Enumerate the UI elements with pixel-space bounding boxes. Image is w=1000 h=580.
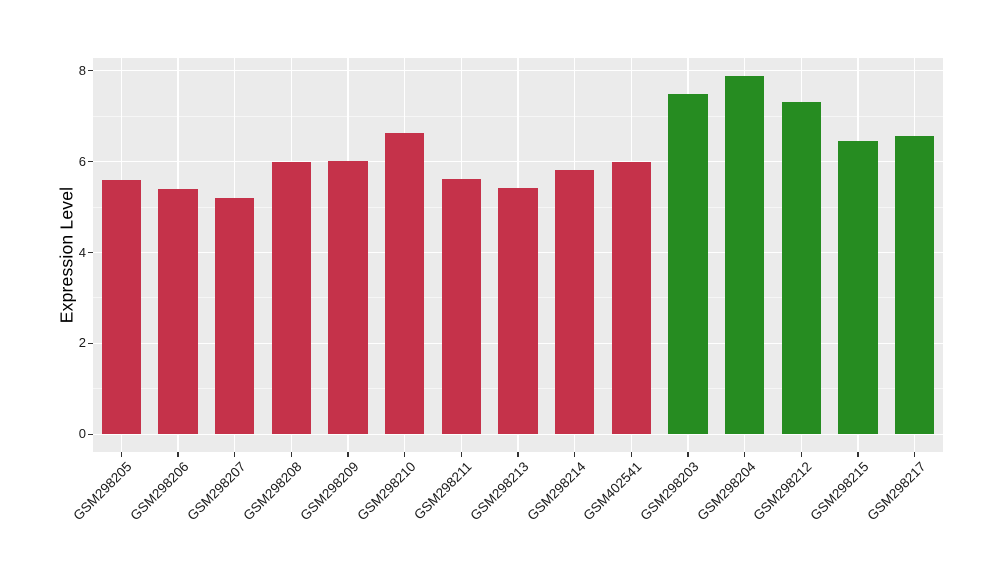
bar-GSM298203 xyxy=(668,93,708,435)
x-tick-mark-GSM298208 xyxy=(290,452,293,457)
bar-GSM298215 xyxy=(838,141,878,435)
x-tick-mark-GSM298203 xyxy=(687,452,689,457)
y-tick-label-8: 8 xyxy=(78,62,86,78)
x-tick-mark-GSM298205 xyxy=(120,452,123,457)
y-tick-label-2: 2 xyxy=(78,335,86,351)
x-tick-mark-GSM298214 xyxy=(573,452,576,457)
x-tick-mark-GSM298217 xyxy=(913,452,916,457)
bar-GSM298206 xyxy=(158,188,198,435)
bar-GSM298211 xyxy=(441,179,482,435)
x-tick-label-GSM298206: GSM298206 xyxy=(127,459,192,524)
y-tick-mark-0 xyxy=(88,433,93,436)
x-tick-mark-GSM298204 xyxy=(743,452,746,457)
bar-GSM298212 xyxy=(781,101,822,435)
x-tick-label-GSM298210: GSM298210 xyxy=(354,459,419,524)
bar-GSM298209 xyxy=(328,160,368,435)
x-tick-mark-GSM298207 xyxy=(233,452,236,457)
y-tick-label-4: 4 xyxy=(78,244,86,260)
x-tick-mark-GSM402541 xyxy=(630,452,633,457)
x-tick-mark-GSM298210 xyxy=(403,452,406,457)
x-tick-label-GSM298213: GSM298213 xyxy=(467,459,532,524)
y-tick-mark-6 xyxy=(88,160,93,163)
x-tick-label-GSM402541: GSM402541 xyxy=(580,459,645,524)
x-tick-mark-GSM298212 xyxy=(800,452,803,457)
x-tick-label-GSM298209: GSM298209 xyxy=(297,459,362,524)
y-tick-mark-2 xyxy=(88,342,93,345)
y-tick-label-0: 0 xyxy=(78,426,86,442)
bar-GSM298217 xyxy=(894,135,935,435)
x-tick-label-GSM298214: GSM298214 xyxy=(524,459,589,524)
x-tick-mark-GSM298215 xyxy=(857,452,859,457)
x-tick-label-GSM298215: GSM298215 xyxy=(807,459,872,524)
x-tick-mark-GSM298213 xyxy=(517,452,519,457)
bar-GSM402541 xyxy=(611,161,652,435)
x-tick-label-GSM298208: GSM298208 xyxy=(240,459,305,524)
bar-GSM298207 xyxy=(214,197,255,435)
bar-GSM298204 xyxy=(724,75,765,435)
x-tick-mark-GSM298211 xyxy=(460,452,463,457)
bar-GSM298214 xyxy=(554,169,595,435)
bar-GSM298210 xyxy=(384,132,425,435)
plot-panel xyxy=(93,58,943,452)
x-tick-label-GSM298203: GSM298203 xyxy=(637,459,702,524)
bar-GSM298205 xyxy=(101,179,142,435)
x-tick-mark-GSM298206 xyxy=(177,452,179,457)
bar-GSM298213 xyxy=(498,187,538,435)
x-tick-label-GSM298217: GSM298217 xyxy=(864,459,929,524)
x-tick-label-GSM298211: GSM298211 xyxy=(411,459,475,523)
y-tick-label-6: 6 xyxy=(78,153,86,169)
x-tick-label-GSM298205: GSM298205 xyxy=(70,459,135,524)
y-tick-mark-8 xyxy=(88,69,93,72)
x-tick-mark-GSM298209 xyxy=(347,452,349,457)
x-tick-label-GSM298207: GSM298207 xyxy=(184,459,249,524)
x-tick-label-GSM298204: GSM298204 xyxy=(694,459,759,524)
x-tick-label-GSM298212: GSM298212 xyxy=(750,459,815,524)
bar-GSM298208 xyxy=(271,161,312,435)
y-tick-mark-4 xyxy=(88,251,93,254)
